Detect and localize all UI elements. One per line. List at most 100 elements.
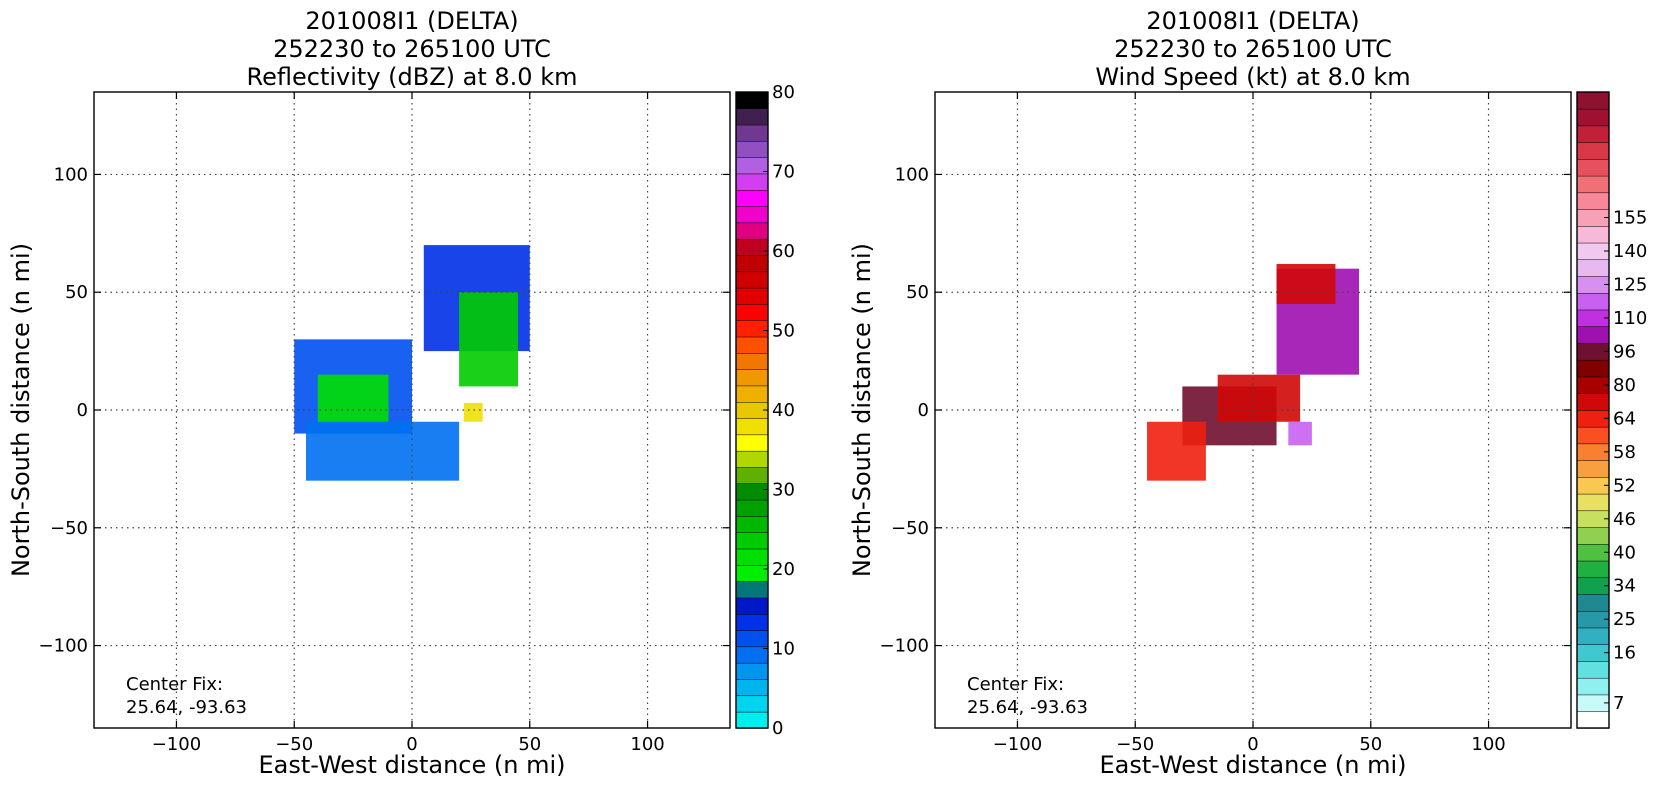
data-field xyxy=(317,374,389,422)
colorbar-segment xyxy=(735,597,769,615)
y-tick-label: −100 xyxy=(880,636,929,657)
colorbar-tick-label: 80 xyxy=(772,82,795,103)
y-tick-label: 50 xyxy=(65,282,88,303)
colorbar-segment xyxy=(735,629,769,648)
colorbar-segment xyxy=(1576,426,1610,445)
colorbar-tick-label: 40 xyxy=(1613,542,1636,563)
colorbar-tick-label: 25 xyxy=(1613,609,1636,630)
x-tick-label: 100 xyxy=(1471,734,1505,755)
x-axis-label: East-West distance (n mi) xyxy=(1099,751,1406,779)
colorbar-tick-label: 40 xyxy=(772,400,795,421)
colorbar-segment xyxy=(735,564,769,582)
colorbar-segment xyxy=(735,532,769,550)
colorbar-segment xyxy=(735,385,769,403)
colorbar-segment xyxy=(1576,493,1610,512)
data-field xyxy=(463,402,483,422)
center-fix-label: Center Fix: xyxy=(967,674,1064,695)
data-field xyxy=(459,292,518,387)
chart-title-line1: 201008I1 (DELTA) xyxy=(1146,7,1359,35)
colorbar-tick-label: 52 xyxy=(1613,475,1636,496)
colorbar-segment xyxy=(735,173,769,191)
y-axis-label: North-South distance (n mi) xyxy=(848,243,876,577)
colorbar-segment xyxy=(735,287,769,305)
data-field xyxy=(306,421,460,481)
colorbar-tick-label: 7 xyxy=(1613,693,1624,714)
colorbar-segment xyxy=(735,450,769,468)
colorbar-segment xyxy=(1576,359,1610,378)
colorbar-tick-label: 60 xyxy=(772,241,795,262)
colorbar-segment xyxy=(1576,292,1610,311)
colorbar-segment xyxy=(735,108,769,126)
colorbar-segment xyxy=(735,580,769,599)
x-tick-label: 0 xyxy=(406,734,417,755)
x-tick-label: −100 xyxy=(152,734,201,755)
colorbar-segment xyxy=(735,417,769,436)
colorbar-segment xyxy=(1576,526,1610,545)
x-axis-label: East-West distance (n mi) xyxy=(258,751,565,779)
y-tick-label: 0 xyxy=(77,400,88,421)
colorbar-tick-label: 140 xyxy=(1613,241,1647,262)
x-tick-label: 100 xyxy=(630,734,664,755)
colorbar-tick-label: 110 xyxy=(1613,308,1647,329)
colorbar-segment xyxy=(1576,225,1610,244)
colorbar-segment xyxy=(1576,711,1610,729)
colorbar-segment xyxy=(1576,326,1610,344)
x-tick-label: −50 xyxy=(1116,734,1154,755)
colorbar-segment xyxy=(735,434,769,452)
center-fix-value: 25.64, -93.63 xyxy=(126,697,247,718)
y-tick-label: 100 xyxy=(895,164,929,185)
chart-title-line3: Wind Speed (kt) at 8.0 km xyxy=(1095,63,1410,91)
colorbar-segment xyxy=(735,254,769,273)
colorbar-segment xyxy=(735,189,769,207)
colorbar-segment xyxy=(1576,192,1610,210)
x-tick-label: −100 xyxy=(993,734,1042,755)
y-tick-label: −100 xyxy=(39,636,88,657)
colorbar-wind-speed: 7 16 25 34 40 46 52 58 64 80 96 110 125 140 155 xyxy=(1576,91,1647,729)
colorbar-segment xyxy=(735,320,769,338)
colorbar-tick-label: 46 xyxy=(1613,509,1636,530)
colorbar-tick-label: 34 xyxy=(1613,576,1636,597)
colorbar-segment xyxy=(735,711,769,729)
colorbar-segment xyxy=(1576,108,1610,127)
y-tick-label: −50 xyxy=(50,518,88,539)
plot-area: −100 −50 0 50 100 −100 −50 0 50 100 xyxy=(39,91,731,755)
x-tick-label: 0 xyxy=(1247,734,1258,755)
colorbar-segment xyxy=(735,303,769,321)
x-tick-label: 50 xyxy=(1359,734,1382,755)
colorbar-segment xyxy=(735,205,769,224)
colorbar-segment xyxy=(1576,141,1610,160)
colorbar-segment xyxy=(735,124,769,142)
colorbar-segment xyxy=(1576,593,1610,612)
colorbar-segment xyxy=(1576,560,1610,579)
colorbar-segment xyxy=(735,271,769,289)
chart-title-line1: 201008I1 (DELTA) xyxy=(305,7,518,35)
colorbar-tick-label: 20 xyxy=(772,559,795,580)
colorbar-segment xyxy=(1576,259,1610,277)
colorbar-segment xyxy=(1576,91,1610,110)
colorbar-tick-label: 50 xyxy=(772,321,795,342)
y-tick-label: 100 xyxy=(54,164,88,185)
colorbar-segment xyxy=(1576,660,1610,679)
colorbar-segment xyxy=(1576,125,1610,143)
y-tick-label: −50 xyxy=(891,518,929,539)
chart-title-line3: Reflectivity (dBZ) at 8.0 km xyxy=(247,63,578,91)
chart-title-line2: 252230 to 265100 UTC xyxy=(1114,35,1392,63)
x-tick-label: −50 xyxy=(275,734,313,755)
colorbar-segment xyxy=(735,499,769,517)
data-field xyxy=(1217,374,1301,422)
colorbar-segment xyxy=(735,613,769,631)
colorbar-segment xyxy=(1576,175,1610,194)
colorbar-segment xyxy=(735,515,769,533)
colorbar-segment xyxy=(735,352,769,370)
colorbar-segment xyxy=(735,548,769,566)
colorbar-segment xyxy=(1576,677,1610,696)
colorbar-tick-label: 30 xyxy=(772,480,795,501)
colorbar-tick-label: 80 xyxy=(1613,375,1636,396)
x-tick-label: 50 xyxy=(518,734,541,755)
plot-area: −100 −50 0 50 100 −100 −50 0 50 100 xyxy=(880,91,1572,755)
data-field xyxy=(1147,421,1206,481)
panel-wind-speed: 201008I1 (DELTA) 252230 to 265100 UTC Wi… xyxy=(848,7,1647,779)
data-field xyxy=(1276,263,1336,304)
colorbar-segment xyxy=(1576,459,1610,478)
